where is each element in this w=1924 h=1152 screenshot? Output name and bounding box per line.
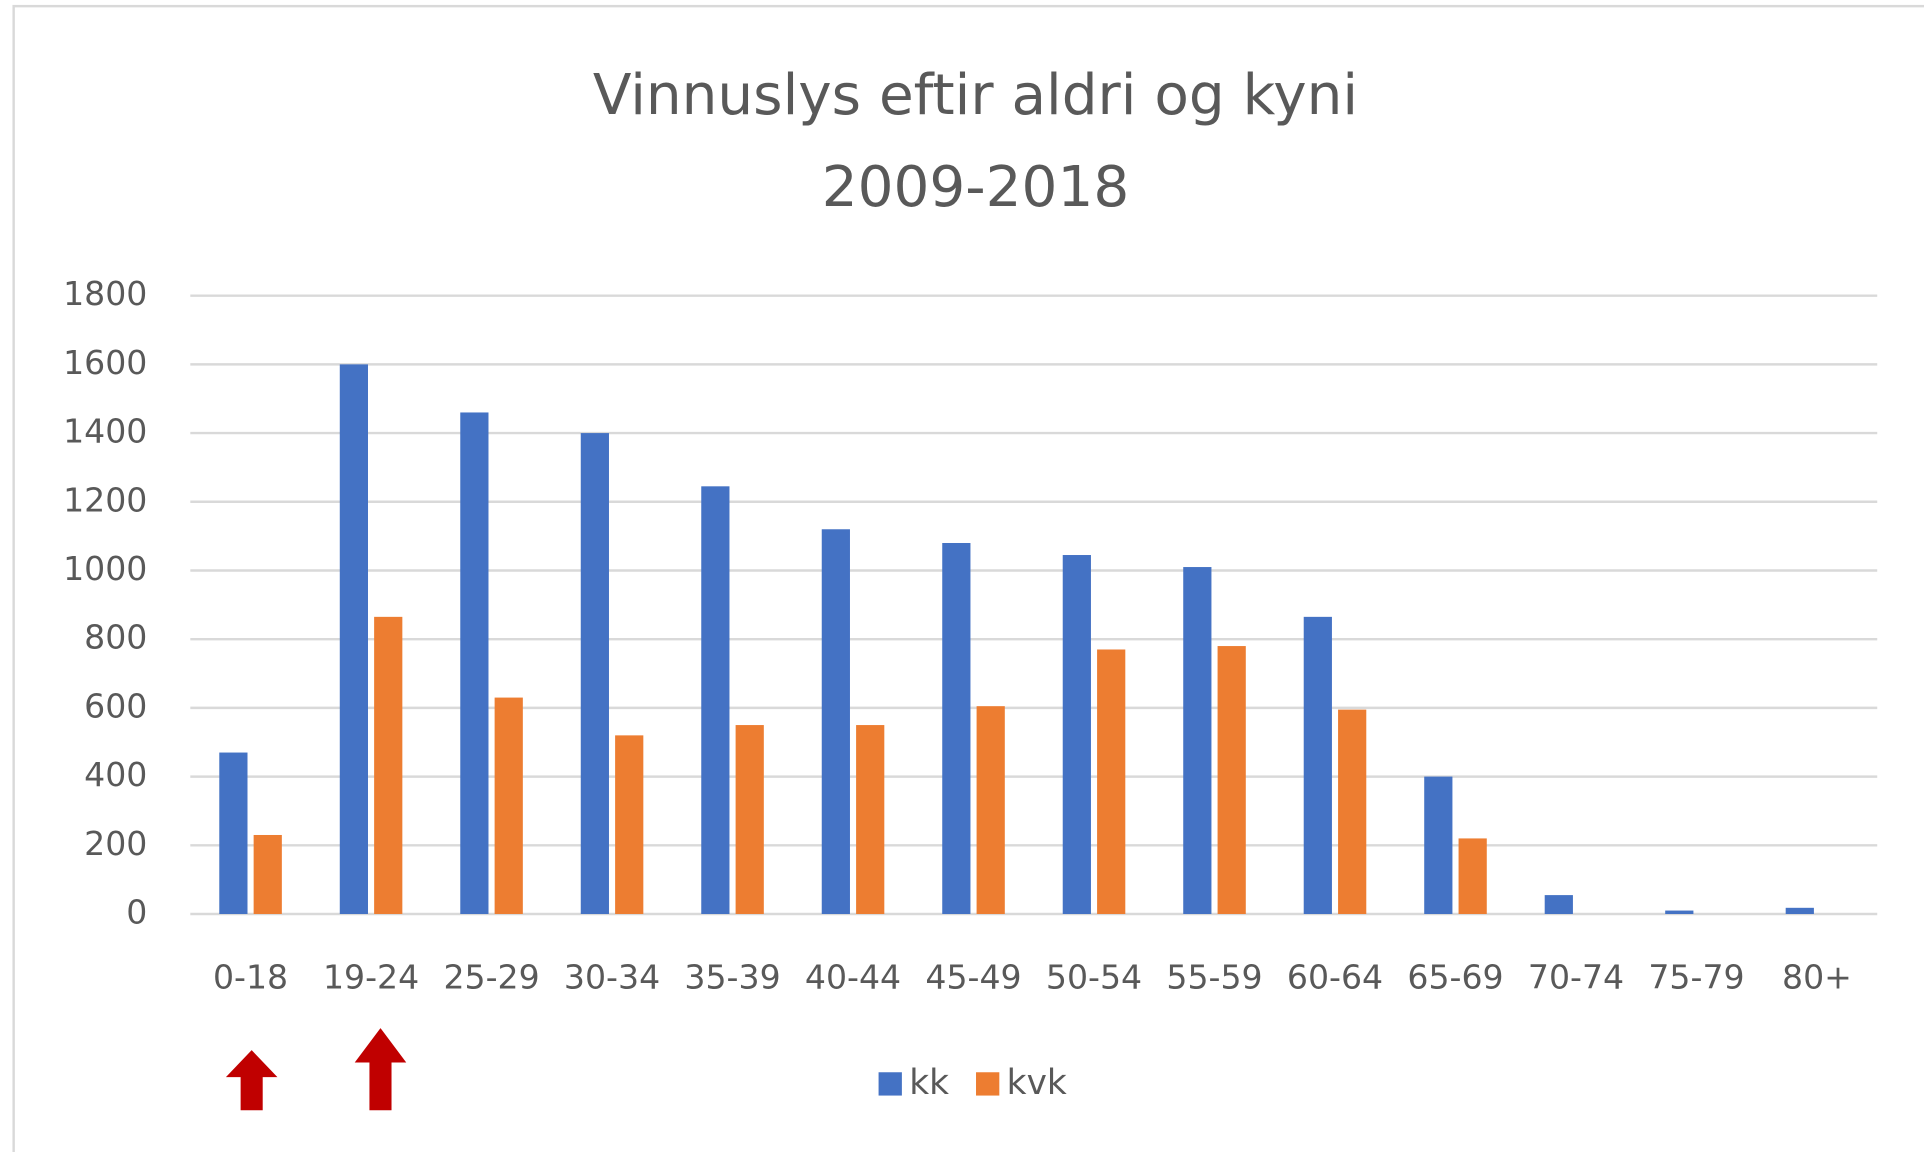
- y-tick-label: 1600: [63, 343, 147, 382]
- x-tick-label: 80+: [1782, 958, 1852, 997]
- x-tick-label: 65-69: [1407, 958, 1503, 997]
- bar: [1458, 838, 1487, 914]
- x-tick-label: 70-74: [1528, 958, 1624, 997]
- bar: [856, 725, 885, 914]
- x-tick-label: 50-54: [1046, 958, 1142, 997]
- bar: [580, 433, 609, 914]
- x-tick-label: 25-29: [443, 958, 539, 997]
- bar: [1338, 709, 1367, 914]
- y-tick-label: 1800: [63, 274, 147, 313]
- bar: [1544, 895, 1573, 914]
- y-tick-label: 600: [84, 686, 147, 725]
- bar: [701, 486, 730, 914]
- x-tick-label: 60-64: [1287, 958, 1383, 997]
- bar: [1424, 776, 1453, 914]
- bar: [1785, 907, 1814, 914]
- x-tick-label: 19-24: [323, 958, 419, 997]
- y-tick-label: 200: [84, 824, 147, 863]
- bar: [494, 697, 523, 914]
- bar: [821, 529, 850, 914]
- bar: [1062, 555, 1091, 914]
- chart-title: Vinnuslys eftir aldri og kyni: [593, 63, 1358, 128]
- bar: [374, 616, 403, 914]
- x-tick-label: 30-34: [564, 958, 660, 997]
- bar: [1303, 616, 1332, 914]
- y-tick-label: 400: [84, 755, 147, 794]
- bar: [253, 834, 282, 914]
- legend-swatch: [878, 1072, 902, 1096]
- y-tick-label: 800: [84, 618, 147, 657]
- y-tick-label: 0: [126, 892, 147, 931]
- y-tick-label: 1000: [63, 549, 147, 588]
- bar: [615, 735, 644, 914]
- arrow: [225, 1050, 278, 1111]
- chart-subtitle: 2009-2018: [822, 155, 1130, 220]
- x-tick-label: 40-44: [805, 958, 901, 997]
- bar: [339, 364, 368, 914]
- legend-label: kk: [909, 1063, 949, 1103]
- bar: [1665, 910, 1694, 914]
- bar: [1183, 567, 1212, 914]
- y-tick-label: 1200: [63, 480, 147, 519]
- x-tick-label: 55-59: [1166, 958, 1262, 997]
- bar: [1097, 649, 1126, 914]
- arrow: [354, 1028, 407, 1111]
- x-tick-label: 75-79: [1648, 958, 1744, 997]
- bar: [735, 725, 764, 914]
- bar: [976, 706, 1005, 914]
- bar: [219, 752, 248, 914]
- bar: [1217, 646, 1246, 914]
- legend-swatch: [976, 1072, 1000, 1096]
- x-tick-label: 35-39: [684, 958, 780, 997]
- x-tick-label: 0-18: [213, 958, 288, 997]
- bar: [460, 412, 489, 914]
- legend-label: kvk: [1007, 1063, 1067, 1103]
- y-tick-label: 1400: [63, 412, 147, 451]
- bar: [942, 542, 971, 914]
- x-tick-label: 45-49: [925, 958, 1021, 997]
